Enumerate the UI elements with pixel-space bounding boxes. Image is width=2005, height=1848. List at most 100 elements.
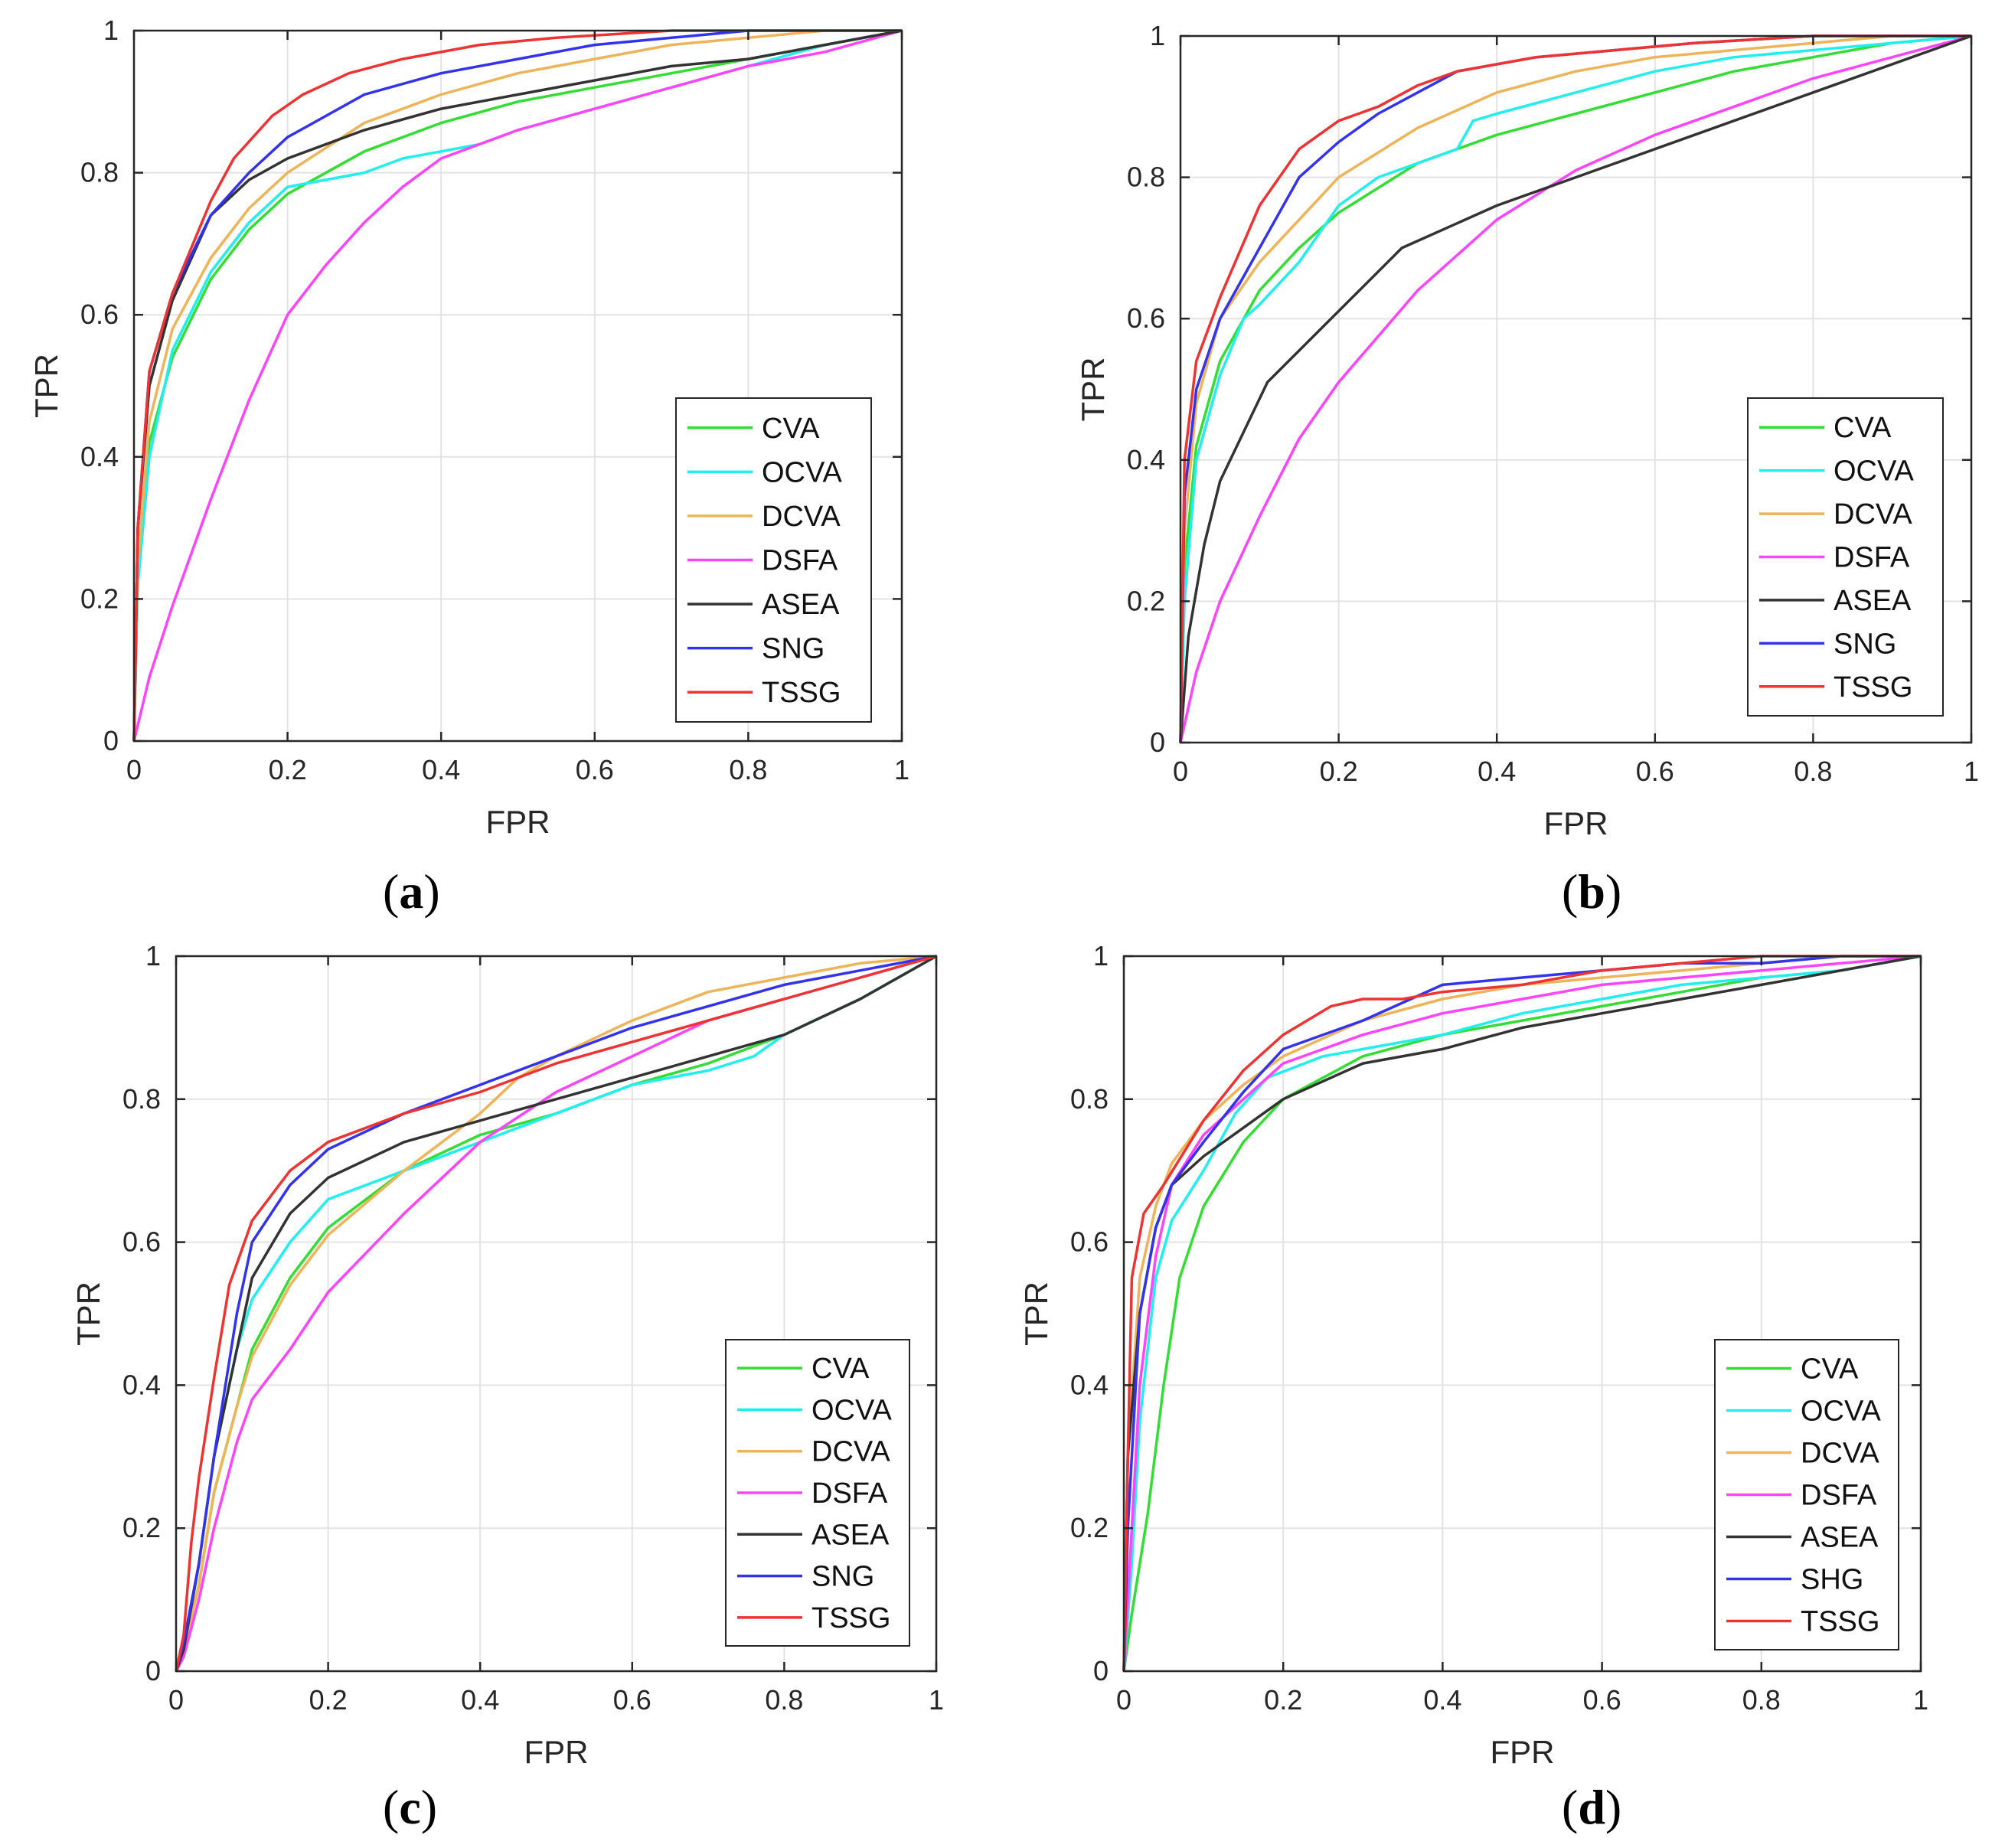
x-tick-label: 1 [894, 754, 909, 785]
x-axis-label: FPR [524, 1734, 589, 1770]
y-tick-label: 0.8 [1127, 162, 1165, 193]
y-axis-label: TPR [1018, 1282, 1054, 1346]
x-axis-label: FPR [486, 804, 550, 840]
y-tick-label: 1 [1150, 20, 1165, 51]
y-tick-label: 0.2 [80, 583, 119, 614]
x-tick-label: 0.6 [1583, 1684, 1621, 1716]
legend: CVA OCVA DCVA DSFA ASEA SHG TSSG [1714, 1339, 1899, 1650]
y-tick-label: 0.6 [1127, 302, 1165, 334]
x-tick-label: 0.2 [1264, 1684, 1302, 1716]
series-line-tssg [1179, 34, 1971, 743]
x-tick-label: 0.8 [729, 754, 767, 785]
x-tick-label: 0.6 [576, 754, 614, 785]
x-tick-label: 0.4 [1423, 1684, 1461, 1716]
x-tick-label: 1 [1913, 1684, 1928, 1716]
series-line-dcva [132, 29, 902, 742]
legend: CVA OCVA DCVA DSFA ASEA SNG TSSG [1747, 397, 1944, 717]
y-tick-label: 1 [145, 940, 161, 971]
series-line-tssg [1122, 955, 1921, 1672]
series-line-tssg [175, 955, 937, 1672]
y-axis-label: TPR [1075, 358, 1111, 422]
legend-label-ocva: OCVA [1834, 455, 1915, 488]
x-tick-label: 0.4 [461, 1684, 499, 1716]
legend-label-asea: ASEA [811, 1519, 890, 1551]
x-tick-label: 0.8 [765, 1684, 803, 1716]
y-tick-label: 0.4 [122, 1369, 161, 1400]
x-tick-label: 0.4 [1478, 756, 1516, 787]
legend-label-asea: ASEA [1801, 1522, 1879, 1554]
y-tick-label: 1 [103, 15, 119, 46]
x-tick-label: 0.6 [1636, 756, 1674, 787]
x-tick-label: 1 [1964, 756, 1979, 787]
legend-label-dcva: DCVA [811, 1436, 890, 1468]
legend-label-dsfa: DSFA [811, 1477, 888, 1510]
legend-label-cva: CVA [1801, 1353, 1859, 1386]
y-tick-label: 0.2 [122, 1512, 161, 1543]
legend-label-tssg: TSSG [1834, 671, 1912, 704]
x-tick-label: 0 [168, 1684, 184, 1716]
legend-label-asea: ASEA [1834, 585, 1912, 617]
y-tick-label: 0 [1150, 726, 1165, 758]
legend-label-sng: SNG [762, 633, 825, 665]
series-line-asea [132, 29, 903, 742]
y-tick-label: 0.8 [80, 157, 119, 188]
legend-label-sng: SNG [1834, 628, 1896, 660]
legend-label-tssg: TSSG [1801, 1606, 1879, 1638]
series-line-dcva [1122, 955, 1921, 1672]
legend-label-shg: SHG [1801, 1564, 1863, 1596]
panel-label-b: (b) [1562, 864, 1622, 919]
series-line-dsfa [1122, 955, 1922, 1672]
legend-label-tssg: TSSG [762, 677, 841, 709]
axes-box [175, 955, 938, 1673]
y-axis-label: TPR [28, 354, 64, 418]
panel-label-a: (a) [383, 864, 440, 919]
legend-label-cva: CVA [762, 413, 820, 445]
legend-label-cva: CVA [811, 1353, 870, 1385]
series-line-dsfa [132, 29, 903, 742]
series-line-dsfa [1179, 34, 1972, 743]
chart-panel-b: 0 0.2 0.4 0.6 0.8 1 0 0.2 0.4 0.6 0.8 1 FPR TPR CVA OCV… [1075, 20, 1979, 841]
legend-label-ocva: OCVA [762, 456, 843, 488]
x-tick-label: 0.2 [1320, 756, 1358, 787]
y-tick-label: 0.2 [1070, 1512, 1109, 1543]
legend-label-sng: SNG [811, 1561, 874, 1593]
y-tick-label: 0.2 [1127, 585, 1165, 616]
y-tick-label: 0.8 [122, 1083, 161, 1115]
x-tick-label: 0.6 [613, 1684, 651, 1716]
x-tick-label: 0 [1116, 1684, 1131, 1716]
series-line-cva [1122, 955, 1922, 1672]
legend-label-dcva: DCVA [1801, 1438, 1879, 1470]
x-tick-label: 0 [126, 754, 142, 785]
series-line-ocva [1179, 34, 1972, 743]
x-tick-label: 1 [929, 1684, 944, 1716]
series-line-dcva [175, 955, 937, 1672]
legend-label-asea: ASEA [762, 589, 840, 621]
legend-label-ocva: OCVA [1801, 1396, 1882, 1428]
y-tick-label: 0.6 [122, 1226, 161, 1258]
series-line-shg [1122, 955, 1921, 1672]
y-axis-label: TPR [70, 1282, 106, 1346]
panel-label-d: (d) [1562, 1780, 1622, 1834]
x-tick-label: 0.8 [1742, 1684, 1781, 1716]
x-tick-label: 0.4 [422, 754, 460, 785]
x-axis-label: FPR [1491, 1734, 1555, 1770]
x-tick-label: 0.8 [1794, 756, 1832, 787]
y-tick-label: 0 [145, 1655, 161, 1686]
panel-label-c: (c) [383, 1780, 438, 1834]
y-tick-label: 0.4 [1127, 444, 1165, 475]
x-axis-label: FPR [1544, 805, 1608, 841]
axes-box [1122, 955, 1922, 1673]
chart-panel-d: 0 0.2 0.4 0.6 0.8 1 0 0.2 0.4 0.6 0.8 1 FPR TPR CVA OCV… [1018, 940, 1928, 1770]
series-line-tssg [132, 29, 902, 742]
x-tick-label: 0.2 [269, 754, 307, 785]
legend-label-ocva: OCVA [811, 1394, 893, 1426]
series-line-asea [1179, 34, 1972, 743]
y-tick-label: 0.4 [1070, 1369, 1109, 1400]
legend-label-dcva: DCVA [762, 501, 841, 533]
axes-box [1179, 34, 1973, 744]
chart-panel-c: 0 0.2 0.4 0.6 0.8 1 0 0.2 0.4 0.6 0.8 1 FPR TPR CVA OCV… [70, 940, 944, 1770]
y-tick-label: 0 [1093, 1655, 1109, 1686]
series-line-cva [132, 29, 903, 742]
legend-label-dsfa: DSFA [1834, 542, 1910, 574]
y-tick-label: 0.4 [80, 441, 119, 472]
